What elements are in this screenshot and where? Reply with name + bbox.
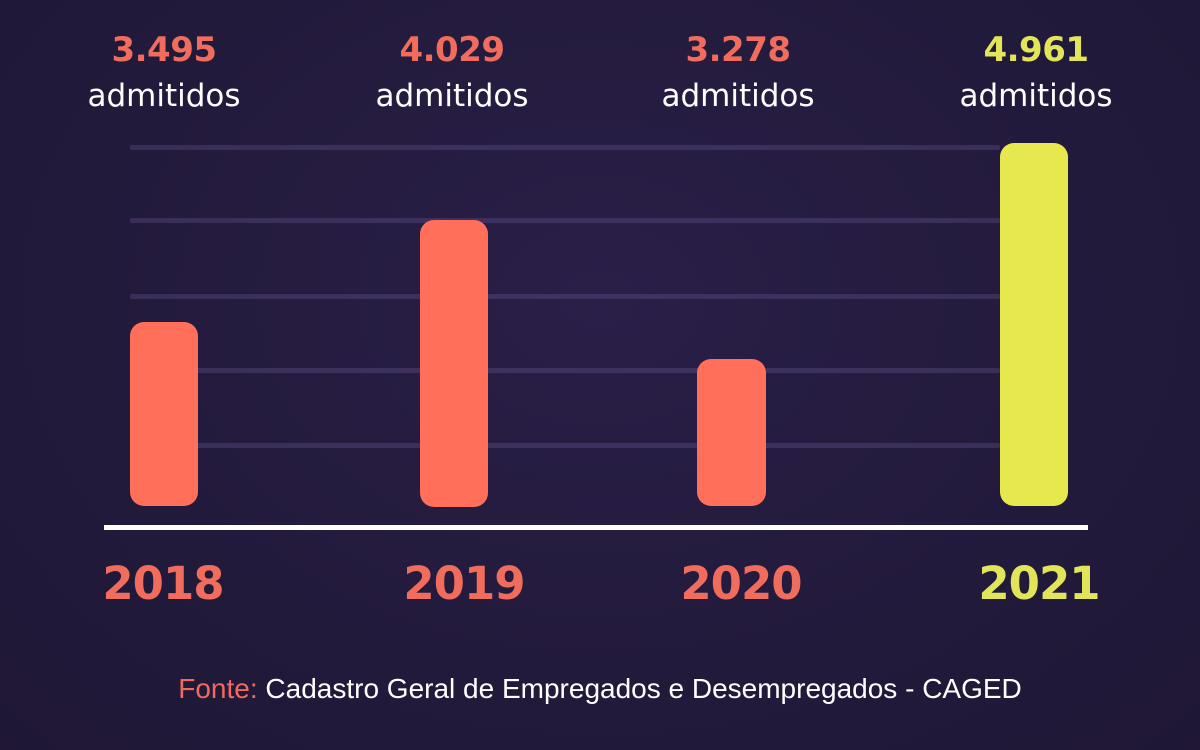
- bar-2019: [420, 220, 488, 507]
- gridline-1: [130, 145, 1000, 150]
- value-label-2019: 4.029: [399, 30, 505, 70]
- bar-2018: [130, 322, 198, 506]
- year-label-2019: 2019: [403, 557, 525, 610]
- gridline-2: [130, 218, 1000, 223]
- source-key: Fonte:: [178, 673, 258, 704]
- value-label-2021: 4.961: [983, 30, 1089, 70]
- bar-2021: [1000, 143, 1068, 506]
- value-label-2020: 3.278: [685, 30, 791, 70]
- value-label-2018: 3.495: [111, 30, 217, 70]
- x-axis-baseline: [104, 525, 1088, 530]
- year-label-2021: 2021: [978, 557, 1100, 610]
- unit-label-2021: admitidos: [959, 78, 1113, 114]
- gridline-3: [130, 294, 1000, 299]
- unit-label-2020: admitidos: [661, 78, 815, 114]
- unit-label-2019: admitidos: [375, 78, 529, 114]
- bar-2020: [697, 359, 766, 506]
- unit-label-2018: admitidos: [87, 78, 241, 114]
- gridline-4: [130, 368, 1000, 373]
- source-text: Cadastro Geral de Empregados e Desempreg…: [257, 673, 1022, 704]
- year-label-2020: 2020: [680, 557, 802, 610]
- year-label-2018: 2018: [102, 557, 224, 610]
- gridline-5: [130, 443, 1000, 448]
- source-footer: Fonte: Cadastro Geral de Empregados e De…: [0, 673, 1200, 705]
